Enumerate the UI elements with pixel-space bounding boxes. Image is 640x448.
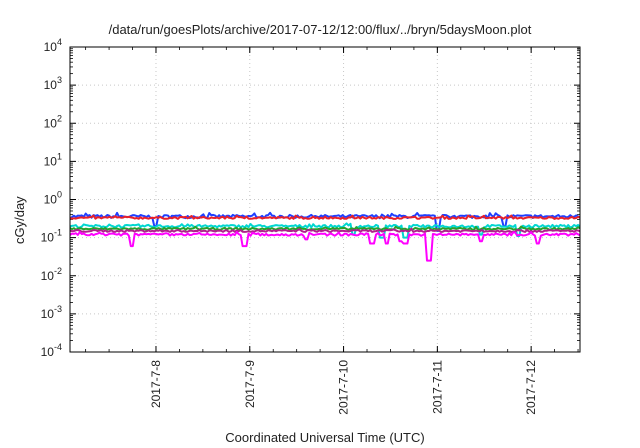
plot-frame [69,46,581,353]
y-tick-label: 104 [44,37,62,54]
chart-title: /data/run/goesPlots/archive/2017-07-12/1… [108,22,532,37]
x-tick-label: 2017-7-12 [524,360,538,415]
y-tick-label: 10-4 [41,342,62,359]
y-axis-label: cGy/day [12,196,27,244]
y-tick-label: 102 [44,113,62,130]
x-tick-label: 2017-7-9 [243,360,257,408]
series-line [69,225,581,231]
x-tick-label: 2017-7-8 [149,360,163,408]
x-axis-label: Coordinated Universal Time (UTC) [225,430,425,445]
series-line [69,214,581,220]
series-line [69,227,581,233]
y-tick-label: 10-3 [41,304,62,321]
y-tick-label: 10-1 [41,228,62,245]
x-tick-label: 2017-7-10 [337,360,351,415]
y-tick-label: 103 [44,75,62,92]
series-line [69,231,581,262]
y-tick-label: 10-2 [41,266,62,283]
y-tick-label: 101 [44,151,62,168]
x-tick-label: 2017-7-11 [430,360,444,414]
series-line [69,222,581,239]
y-tick-label: 100 [44,190,62,207]
